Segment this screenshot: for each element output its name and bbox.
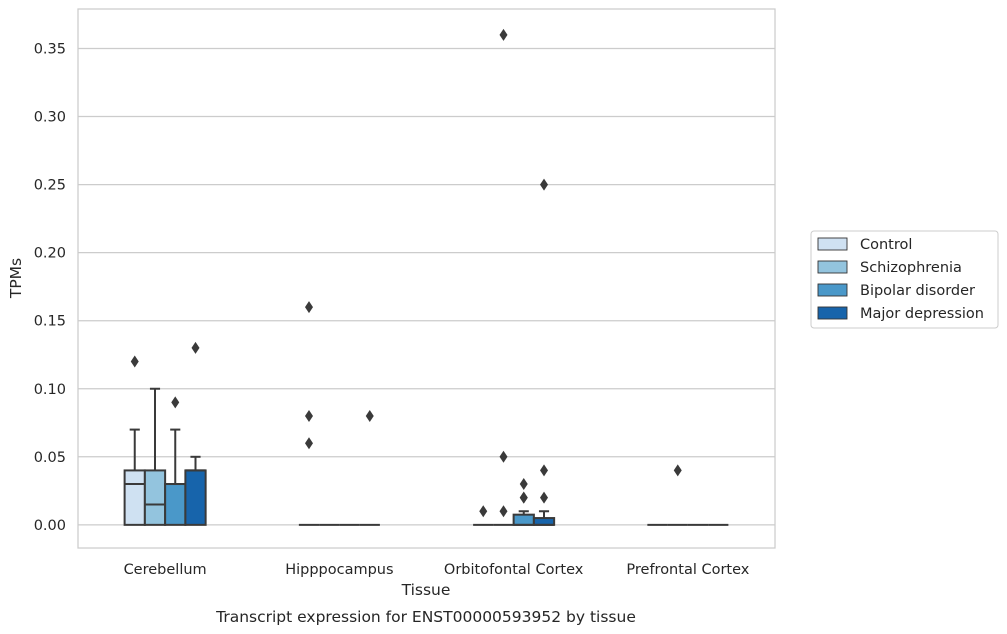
legend-swatch-schizophrenia [817, 260, 848, 274]
legend-label-bipolar-disorder: Bipolar disorder [860, 283, 975, 299]
outlier-point [479, 505, 488, 518]
box-bipolar-disorder-orbitofontal-cortex [512, 478, 535, 526]
x-axis-ticks: Cerebellum Hipppocampus Orbitofontal Corte… [124, 562, 750, 578]
grid-lines [78, 47, 775, 526]
outlier-point [304, 301, 313, 314]
y-axis-label: TPMs [7, 258, 25, 299]
outlier-point [130, 355, 139, 368]
legend-label-major-depression: Major depression [860, 306, 984, 322]
series-schizophrenia [143, 28, 688, 526]
outlier-point [540, 178, 549, 191]
y-axis-ticks: 0.00 0.05 0.10 0.15 0.20 0.25 0.30 0.35 [34, 41, 66, 533]
y-tick-label: 0.05 [34, 450, 66, 466]
y-tick-label: 0.15 [34, 314, 66, 330]
box-iqr [143, 469, 167, 526]
y-tick-label: 0.35 [34, 41, 66, 57]
legend: Control Schizophrenia Bipolar disorder M… [810, 230, 999, 329]
legend-frame [810, 230, 999, 329]
outlier-point [673, 464, 682, 477]
box-iqr [512, 513, 535, 526]
legend-label-control: Control [860, 237, 912, 253]
box-major-depression-hipppocampus [359, 409, 380, 526]
x-tick-label: Cerebellum [124, 562, 207, 578]
outlier-point [499, 505, 508, 518]
box-schizophrenia-orbitofontal-cortex [493, 28, 514, 526]
outlier-point [519, 478, 528, 491]
box-iqr [123, 469, 146, 526]
y-tick-label: 0.20 [34, 246, 66, 262]
legend-swatch-bipolar-disorder [817, 283, 848, 297]
outlier-point [499, 450, 508, 463]
box-major-depression-cerebellum [184, 341, 207, 526]
box-iqr [184, 469, 207, 526]
outlier-point [191, 341, 200, 354]
box-iqr [532, 517, 556, 526]
outlier-point [540, 491, 549, 504]
outlier-point [499, 28, 508, 41]
series-control [123, 301, 668, 526]
legend-swatch-major-depression [817, 306, 848, 320]
box-control-orbitofontal-cortex [473, 505, 494, 526]
box-iqr [164, 483, 187, 526]
x-axis-label: Tissue [401, 581, 451, 599]
y-tick-label: 0.10 [34, 382, 66, 398]
x-tick-label: Orbitofontal Cortex [444, 562, 584, 578]
x-tick-label: Hipppocampus [285, 562, 393, 578]
box-schizophrenia-prefrontal-cortex [667, 464, 688, 526]
series-major-depression [184, 178, 729, 526]
chart-title: Transcript expression for ENST0000059395… [215, 608, 636, 626]
legend-swatch-control [817, 237, 848, 251]
y-tick-label: 0.25 [34, 178, 66, 194]
outlier-point [365, 409, 374, 422]
outlier-point [540, 464, 549, 477]
box-series [123, 28, 729, 526]
box-bipolar-disorder-cerebellum [164, 396, 187, 526]
outlier-point [519, 491, 528, 504]
box-control-cerebellum [123, 355, 146, 526]
x-tick-label: Prefrontal Cortex [626, 562, 749, 578]
plot-area-frame [77, 8, 776, 549]
outlier-point [304, 409, 313, 422]
series-bipolar-disorder [164, 396, 709, 526]
y-tick-label: 0.00 [34, 518, 66, 534]
box-major-depression-orbitofontal-cortex [532, 178, 556, 526]
legend-label-schizophrenia: Schizophrenia [860, 260, 962, 276]
y-tick-label: 0.30 [34, 110, 66, 126]
outlier-point [171, 396, 180, 409]
box-control-hipppocampus [298, 301, 320, 526]
outlier-point [304, 437, 313, 450]
